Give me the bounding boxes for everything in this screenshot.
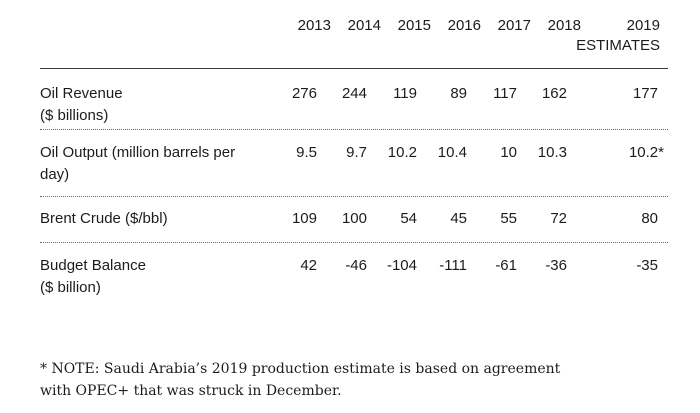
cell-2015: 10.2 — [387, 144, 417, 161]
row-label: Oil Output (million barrels per — [40, 144, 236, 161]
cell-2017: -61 — [495, 257, 517, 274]
cell-2016: 45 — [450, 210, 467, 227]
row-label: Brent Crude ($/bbl) — [40, 210, 168, 227]
cell-2015: -104 — [386, 257, 417, 274]
cell-2014: 9.7 — [346, 144, 367, 161]
cell-2013: 109 — [291, 210, 317, 227]
table-row-oil-revenue: Oil Revenue ($ billions) 276 244 119 89 … — [40, 69, 668, 130]
header-year-2014: 2014 — [347, 17, 381, 34]
header-year-2017: 2017 — [497, 17, 531, 34]
header-estimates-label: ESTIMATES — [576, 37, 660, 54]
row-label: Oil Revenue — [40, 85, 123, 102]
cell-2015: 54 — [400, 210, 417, 227]
footnote-line: * NOTE: Saudi Arabia’s 2019 production e… — [40, 361, 561, 377]
row-label-sub: ($ billions) — [40, 107, 109, 124]
cell-2014: 244 — [341, 85, 367, 102]
cell-2017: 55 — [500, 210, 517, 227]
cell-2018: -36 — [545, 257, 567, 274]
header-year-2015: 2015 — [397, 17, 431, 34]
header-year-2018: 2018 — [547, 17, 581, 34]
data-table: 2013 2014 2015 2016 2017 2018 2019 ESTIM… — [40, 10, 668, 305]
cell-2017: 10 — [500, 144, 517, 161]
cell-2019: 177 — [632, 85, 658, 102]
cell-2018: 162 — [541, 85, 567, 102]
table-row-budget-balance: Budget Balance ($ billion) 42 -46 -104 -… — [40, 243, 668, 305]
cell-2019: -35 — [636, 257, 658, 274]
cell-2013: 42 — [300, 257, 317, 274]
table-header: 2013 2014 2015 2016 2017 2018 2019 ESTIM… — [40, 10, 668, 69]
footnote: * NOTE: Saudi Arabia’s 2019 production e… — [40, 358, 680, 402]
cell-2014: 100 — [341, 210, 367, 227]
table-row-oil-output: Oil Output (million barrels per day) 9.5… — [40, 130, 668, 197]
row-label-sub: day) — [40, 166, 70, 183]
cell-2014: -46 — [345, 257, 367, 274]
cell-2018: 72 — [550, 210, 567, 227]
cell-2013: 276 — [291, 85, 317, 102]
cell-2016: -111 — [439, 257, 467, 274]
cell-2019: 10.2* — [628, 144, 664, 161]
cell-2016: 10.4 — [437, 144, 467, 161]
cell-2016: 89 — [450, 85, 467, 102]
cell-2017: 117 — [493, 85, 517, 102]
cell-2013: 9.5 — [296, 144, 317, 161]
footnote-line: with OPEC+ that was struck in December. — [40, 383, 342, 399]
header-year-2019: 2019 — [626, 17, 660, 34]
cell-2015: 119 — [393, 85, 417, 102]
table-row-brent-crude: Brent Crude ($/bbl) 109 100 54 45 55 72 … — [40, 197, 668, 243]
row-label-sub: ($ billion) — [40, 279, 101, 296]
header-year-2016: 2016 — [447, 17, 481, 34]
cell-2018: 10.3 — [537, 144, 567, 161]
row-label: Budget Balance — [40, 257, 146, 274]
header-year-2013: 2013 — [297, 17, 331, 34]
cell-2019: 80 — [641, 210, 658, 227]
